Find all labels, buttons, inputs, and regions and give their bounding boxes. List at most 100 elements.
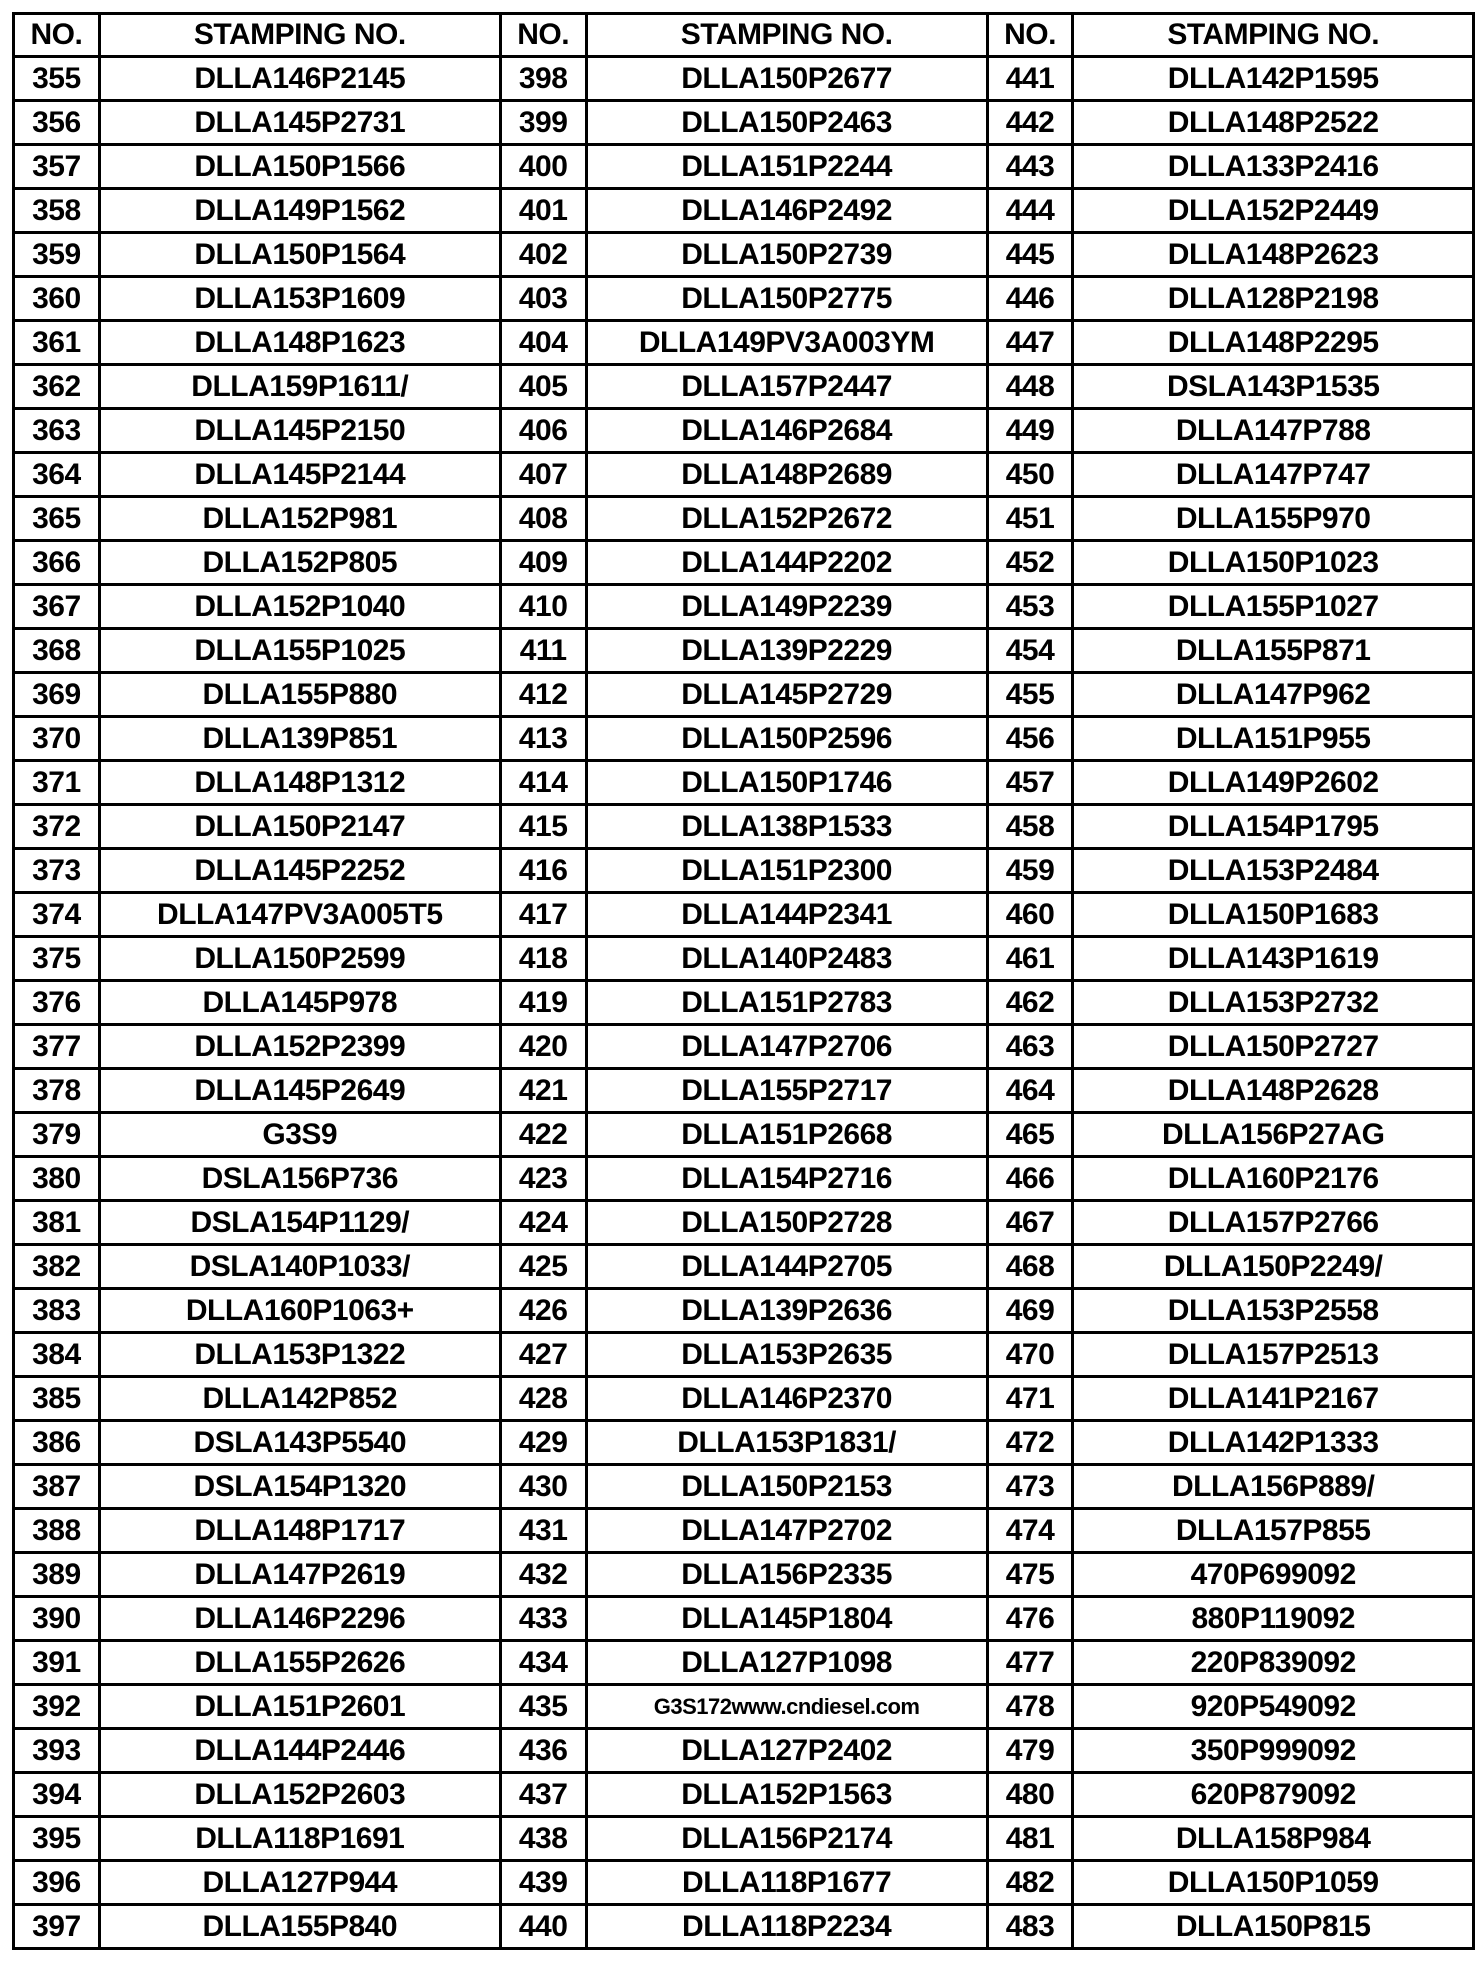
- cell-stamping-no: DLLA146P2492: [584, 187, 989, 234]
- cell-no: 381: [12, 1199, 101, 1246]
- cell-no: 382: [12, 1243, 101, 1290]
- cell-stamping-no: DLLA152P2672: [584, 495, 989, 542]
- cell-stamping-no: DLLA150P2728: [584, 1199, 989, 1246]
- cell-stamping-no: DLLA151P2668: [584, 1111, 989, 1158]
- table-row: 373 DLLA145P2252 416 DLLA151P2300 459 DLLA153…: [12, 847, 1475, 894]
- header-no: NO.: [12, 12, 101, 58]
- cell-no: 363: [12, 407, 101, 454]
- cell-no: 469: [985, 1287, 1075, 1334]
- cell-no: 392: [12, 1683, 101, 1730]
- table-row: 388 DLLA148P1717 431 DLLA147P2702 474 DLLA157…: [12, 1507, 1475, 1554]
- cell-no: 470: [985, 1331, 1075, 1378]
- cell-stamping-no: DLLA127P2402: [584, 1727, 989, 1774]
- cell-no: 439: [498, 1859, 588, 1906]
- cell-stamping-no: DLLA150P1059: [1071, 1859, 1475, 1906]
- table-row: 394 DLLA152P2603 437 DLLA152P1563 480 620P879…: [12, 1771, 1475, 1818]
- cell-no: 458: [985, 803, 1075, 850]
- cell-no: 476: [985, 1595, 1075, 1642]
- cell-stamping-no: DLLA148P2689: [584, 451, 989, 498]
- cell-stamping-no: DLLA157P2447: [584, 363, 989, 410]
- cell-no: 479: [985, 1727, 1075, 1774]
- cell-no: 420: [498, 1023, 588, 1070]
- cell-stamping-no: DLLA151P955: [1071, 715, 1475, 762]
- cell-stamping-no: 620P879092: [1071, 1771, 1475, 1818]
- cell-no: 406: [498, 407, 588, 454]
- cell-stamping-no: DLLA160P2176: [1071, 1155, 1475, 1202]
- cell-no: 433: [498, 1595, 588, 1642]
- cell-no: 452: [985, 539, 1075, 586]
- cell-no: 453: [985, 583, 1075, 630]
- cell-no: 413: [498, 715, 588, 762]
- header-no: NO.: [985, 12, 1075, 58]
- cell-no: 474: [985, 1507, 1075, 1554]
- cell-stamping-no: DSLA143P5540: [97, 1419, 502, 1466]
- cell-no: 357: [12, 143, 101, 190]
- cell-no: 482: [985, 1859, 1075, 1906]
- cell-stamping-no: DLLA127P944: [97, 1859, 502, 1906]
- cell-stamping-no: DLLA141P2167: [1071, 1375, 1475, 1422]
- cell-stamping-no: DLLA153P1322: [97, 1331, 502, 1378]
- cell-no: 430: [498, 1463, 588, 1510]
- cell-no: 437: [498, 1771, 588, 1818]
- cell-no: 424: [498, 1199, 588, 1246]
- cell-no: 419: [498, 979, 588, 1026]
- cell-stamping-no: DSLA154P1129/: [97, 1199, 502, 1246]
- table-row: 358 DLLA149P1562 401 DLLA146P2492 444 DLLA152…: [12, 187, 1475, 234]
- cell-no: 456: [985, 715, 1075, 762]
- cell-stamping-no: DLLA139P2229: [584, 627, 989, 674]
- cell-stamping-no: DLLA150P2153: [584, 1463, 989, 1510]
- table-row: 380 DSLA156P736 423 DLLA154P2716 466 DLLA160P…: [12, 1155, 1475, 1202]
- cell-no: 383: [12, 1287, 101, 1334]
- cell-no: 466: [985, 1155, 1075, 1202]
- cell-stamping-no: DLLA127P1098: [584, 1639, 989, 1686]
- cell-stamping-no: DLLA159P1611/: [97, 363, 502, 410]
- cell-stamping-no: DLLA156P27AG: [1071, 1111, 1475, 1158]
- table-row: 371 DLLA148P1312 414 DLLA150P1746 457 DLLA149…: [12, 759, 1475, 806]
- table-row: 381 DSLA154P1129/424 DLLA150P2728 467 DLLA15…: [12, 1199, 1475, 1246]
- cell-stamping-no: DLLA147P2702: [584, 1507, 989, 1554]
- table-row: 393 DLLA144P2446 436 DLLA127P2402 479 350P999…: [12, 1727, 1475, 1774]
- cell-stamping-no: DLLA144P2705: [584, 1243, 989, 1290]
- table-row: 375 DLLA150P2599 418 DLLA140P2483 461 DLLA143…: [12, 935, 1475, 982]
- cell-stamping-no: DLLA146P2684: [584, 407, 989, 454]
- cell-no: 412: [498, 671, 588, 718]
- cell-stamping-no: DLLA150P2463: [584, 99, 989, 146]
- cell-stamping-no: DSLA140P1033/: [97, 1243, 502, 1290]
- cell-stamping-no: DLLA145P978: [97, 979, 502, 1026]
- table-row: 379 G3S9 422 DLLA151P2668 465 DLLA156P27AG: [12, 1111, 1475, 1158]
- cell-stamping-no: DLLA152P805: [97, 539, 502, 586]
- cell-no: 464: [985, 1067, 1075, 1114]
- cell-stamping-no: DLLA155P1025: [97, 627, 502, 674]
- table-row: 387 DSLA154P1320 430 DLLA150P2153 473 DLLA156…: [12, 1463, 1475, 1510]
- table-row: 376 DLLA145P978 419 DLLA151P2783 462 DLLA153P…: [12, 979, 1475, 1026]
- cell-stamping-no: DLLA157P855: [1071, 1507, 1475, 1554]
- cell-no: 366: [12, 539, 101, 586]
- table-row: 367 DLLA152P1040 410 DLLA149P2239 453 DLLA155…: [12, 583, 1475, 630]
- cell-stamping-no: DLLA148P1623: [97, 319, 502, 366]
- header-stamping-no: STAMPING NO.: [97, 12, 502, 58]
- cell-stamping-no: DLLA140P2483: [584, 935, 989, 982]
- cell-no: 480: [985, 1771, 1075, 1818]
- cell-no: 448: [985, 363, 1075, 410]
- cell-no: 428: [498, 1375, 588, 1422]
- cell-no: 375: [12, 935, 101, 982]
- cell-no: 472: [985, 1419, 1075, 1466]
- cell-stamping-no: DLLA150P2677: [584, 55, 989, 102]
- cell-no: 405: [498, 363, 588, 410]
- cell-no: 438: [498, 1815, 588, 1862]
- cell-stamping-no: DLLA153P2558: [1071, 1287, 1475, 1334]
- cell-no: 478: [985, 1683, 1075, 1730]
- stamping-number-table: NO. STAMPING NO. NO. STAMPING NO. NO. ST…: [12, 12, 1475, 1950]
- cell-no: 384: [12, 1331, 101, 1378]
- cell-stamping-no: DLLA138P1533: [584, 803, 989, 850]
- cell-no: 422: [498, 1111, 588, 1158]
- cell-stamping-no: DLLA150P1023: [1071, 539, 1475, 586]
- cell-stamping-no: DLLA157P2513: [1071, 1331, 1475, 1378]
- cell-no: 417: [498, 891, 588, 938]
- cell-stamping-no: DLLA145P1804: [584, 1595, 989, 1642]
- cell-stamping-no: DLLA156P2174: [584, 1815, 989, 1862]
- cell-stamping-no: DLLA152P1040: [97, 583, 502, 630]
- cell-stamping-no: DLLA151P2783: [584, 979, 989, 1026]
- cell-no: 408: [498, 495, 588, 542]
- cell-no: 429: [498, 1419, 588, 1466]
